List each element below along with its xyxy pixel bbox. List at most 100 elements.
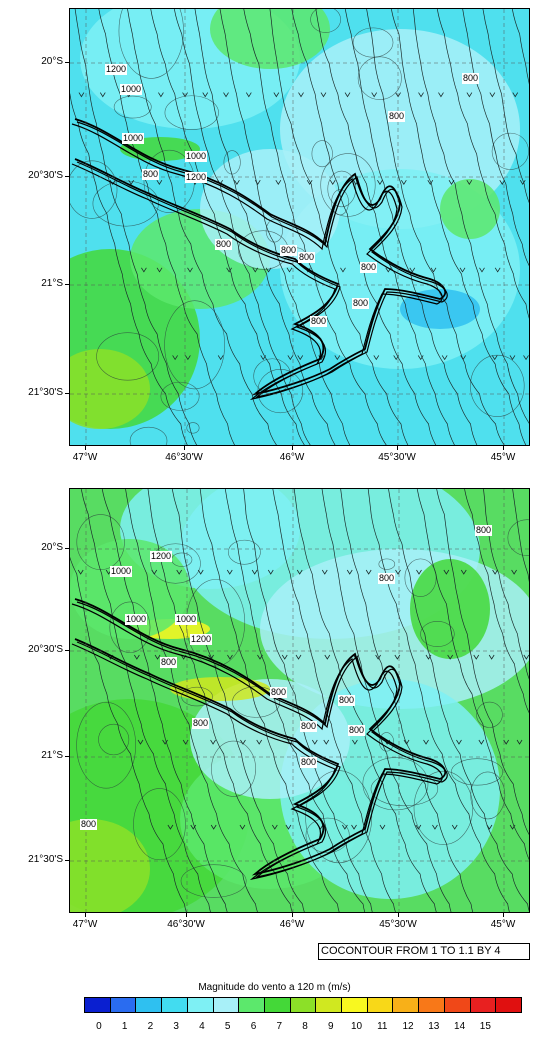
contour-label: 800 <box>300 757 318 768</box>
colorbar-swatch <box>110 998 137 1012</box>
streamline <box>436 489 529 835</box>
colorbar-swatch <box>393 998 420 1012</box>
colorbar <box>84 997 522 1013</box>
colorbar-swatch <box>470 998 497 1012</box>
streamline <box>272 489 396 912</box>
terrain-contour-800m <box>71 603 443 881</box>
streamline <box>464 489 529 714</box>
contour-info-prefix: CO <box>321 945 338 957</box>
contour-label: 1200 <box>185 172 208 183</box>
contour-label: 1000 <box>125 614 148 625</box>
streamline <box>80 489 211 912</box>
contour-label: 800 <box>142 169 160 180</box>
contour-label: 1000 <box>110 566 133 577</box>
longitude-label: 45°30'W <box>379 919 417 930</box>
streamline <box>340 489 474 912</box>
contour-label: 800 <box>310 316 328 327</box>
contour-label: 1000 <box>120 84 143 95</box>
longitude-label: 45°W <box>490 452 516 463</box>
terrain-contour-800m <box>74 598 447 876</box>
longitude-label: 46°W <box>279 919 305 930</box>
colorbar-title: Magnitude do vento a 120 m (m/s) <box>198 982 351 993</box>
contour-label: 800 <box>80 819 98 830</box>
contour-label: 800 <box>475 525 493 536</box>
colorbar-swatch <box>444 998 471 1012</box>
streamline <box>512 489 529 582</box>
longitude-label: 47°W <box>72 452 98 463</box>
colorbar-swatch <box>85 998 111 1012</box>
streamline <box>321 489 452 912</box>
streamline <box>224 489 366 912</box>
longitude-label: 46°W <box>279 452 305 463</box>
streamline <box>199 489 340 912</box>
colorbar-tick-label: 9 <box>327 1021 334 1032</box>
colorbar-swatch <box>290 998 317 1012</box>
contour-label: 800 <box>352 298 370 309</box>
streamline <box>125 489 258 912</box>
streamline <box>291 9 437 445</box>
colorbar-swatch <box>239 998 265 1012</box>
map-panel-1: 1200 1000 1000 1000 1200 800 800 800 800 800 800 80… <box>69 8 530 446</box>
contour-label: 800 <box>360 262 378 273</box>
colorbar-swatch <box>496 998 521 1012</box>
terrain-contour-800m <box>76 121 448 399</box>
colorbar-tick-label: 12 <box>402 1021 414 1032</box>
colorbar-tick-label: 14 <box>454 1021 466 1032</box>
colorbar-swatch <box>213 998 240 1012</box>
latitude-label: 20°S <box>41 56 63 67</box>
terrain-contour-800m <box>71 123 443 401</box>
latitude-label: 20°30'S <box>28 170 63 181</box>
colorbar-tick-label: 6 <box>250 1021 257 1032</box>
contour-label: 800 <box>300 721 318 732</box>
contour-label: 800 <box>270 687 288 698</box>
colorbar-swatch <box>316 998 343 1012</box>
colorbar-swatch <box>264 998 291 1012</box>
terrain-contour-800m <box>76 601 448 879</box>
latitude-label: 20°30'S <box>28 644 63 655</box>
contour-label: 800 <box>388 111 406 122</box>
colorbar-tick-label: 2 <box>147 1021 154 1032</box>
contour-label: 1200 <box>190 634 213 645</box>
contour-label: 1200 <box>150 551 173 562</box>
streamline <box>98 9 235 445</box>
contour-label: 800 <box>462 73 480 84</box>
streamline <box>482 9 529 204</box>
colorbar-swatch <box>419 998 445 1012</box>
colorbar-tick-label: 8 <box>302 1021 308 1032</box>
latitude-label: 20°S <box>41 542 63 553</box>
longitude-label: 47°W <box>72 919 98 930</box>
colorbar-tick-label: 1 <box>121 1021 128 1032</box>
streamline <box>344 9 478 445</box>
streamline <box>243 9 387 445</box>
contour-label: 1200 <box>105 64 128 75</box>
streamline <box>315 9 455 445</box>
map-panel-2: 1200 1000 1000 1000 1200 800 800 800 800 800 800 80… <box>69 488 530 913</box>
streamline <box>367 489 510 912</box>
colorbar-tick-label: 4 <box>199 1021 205 1032</box>
contour-label: 1000 <box>122 133 145 144</box>
contour-label: 800 <box>378 573 396 584</box>
contour-label: 800 <box>160 657 178 668</box>
terrain-contour-800m <box>74 118 447 396</box>
streamline <box>293 489 437 912</box>
contour-label: 800 <box>280 245 298 256</box>
streamline <box>483 489 529 680</box>
colorbar-tick-label: 5 <box>224 1021 231 1032</box>
colorbar-tick-label: 13 <box>428 1021 440 1032</box>
colorbar-tick-label: 7 <box>276 1021 283 1032</box>
contour-label: 800 <box>338 695 356 706</box>
streamline <box>194 9 336 445</box>
contour-info-box: COCONTOUR FROM 1 TO 1.1 BY 4 <box>318 943 530 960</box>
colorbar-swatch <box>187 998 214 1012</box>
contour-label: 800 <box>192 718 210 729</box>
longitude-label: 45°W <box>490 919 516 930</box>
contour-label: 800 <box>298 252 316 263</box>
contour-label: 1000 <box>175 614 198 625</box>
colorbar-tick-label: 10 <box>350 1021 363 1032</box>
streamline <box>70 556 187 912</box>
contour-info-text: CONTOUR FROM 1 TO 1.1 BY 4 <box>337 945 501 957</box>
colorbar-tick-label: 0 <box>96 1021 102 1032</box>
streamline <box>127 9 277 445</box>
contour-label: 800 <box>215 239 233 250</box>
streamline <box>416 489 529 861</box>
